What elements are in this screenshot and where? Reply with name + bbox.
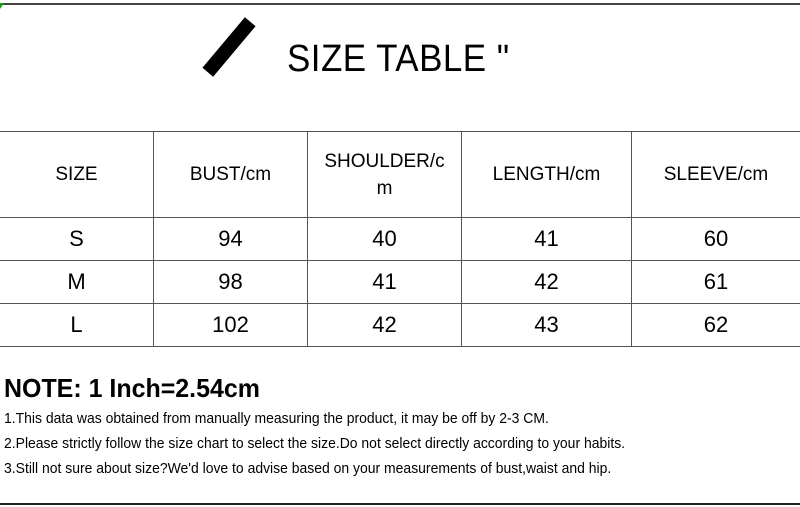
slash-decoration-icon [202, 17, 256, 77]
table-header-row: SIZE BUST/cm SHOULDER/c m LENGTH/cm SLEE… [0, 131, 800, 218]
header-bust: BUST/cm [153, 131, 308, 218]
cell-bust: 98 [153, 260, 308, 304]
table-row: S 94 40 41 60 [0, 217, 800, 261]
table-row: M 98 41 42 61 [0, 260, 800, 304]
top-divider [0, 3, 800, 5]
cell-sleeve: 61 [631, 260, 800, 304]
header-size: SIZE [0, 131, 154, 218]
cell-shoulder: 40 [307, 217, 462, 261]
header-sleeve: SLEEVE/cm [631, 131, 800, 218]
cell-bust: 94 [153, 217, 308, 261]
bottom-divider [0, 503, 800, 505]
cell-length: 43 [461, 303, 632, 347]
cell-sleeve: 60 [631, 217, 800, 261]
cell-size: M [0, 260, 154, 304]
cell-sleeve: 62 [631, 303, 800, 347]
header-length: LENGTH/cm [461, 131, 632, 218]
cell-size: S [0, 217, 154, 261]
note-line-2: 2.Please strictly follow the size chart … [4, 435, 626, 452]
page-title: SIZE TABLE " [287, 38, 510, 80]
header-shoulder: SHOULDER/c m [307, 131, 462, 218]
cell-shoulder: 41 [307, 260, 462, 304]
cell-length: 42 [461, 260, 632, 304]
cell-length: 41 [461, 217, 632, 261]
corner-mark [0, 3, 4, 9]
table-row: L 102 42 43 62 [0, 303, 800, 347]
size-table: SIZE BUST/cm SHOULDER/c m LENGTH/cm SLEE… [0, 131, 800, 347]
note-line-1: 1.This data was obtained from manually m… [4, 410, 549, 427]
cell-size: L [0, 303, 154, 347]
cell-bust: 102 [153, 303, 308, 347]
note-heading: NOTE: 1 Inch=2.54cm [4, 373, 260, 403]
cell-shoulder: 42 [307, 303, 462, 347]
note-line-3: 3.Still not sure about size?We'd love to… [4, 460, 612, 477]
